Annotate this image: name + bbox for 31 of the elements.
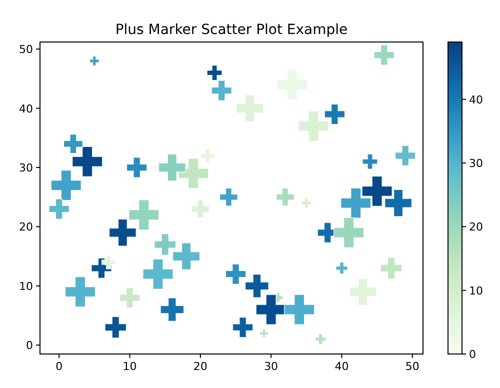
y-tick-label: 0	[26, 339, 33, 352]
x-tick-label: 0	[56, 360, 63, 373]
x-tick-label: 10	[122, 360, 137, 373]
color-bar-label: 20	[469, 220, 483, 234]
y-tick-label: 10	[19, 280, 33, 293]
y-tick-label: 40	[19, 102, 33, 116]
y-tick-label: 20	[19, 220, 33, 234]
point	[225, 264, 246, 284]
point	[126, 157, 148, 178]
point	[380, 257, 402, 280]
point	[211, 80, 232, 101]
color-bar-label: 10	[469, 284, 483, 298]
point	[48, 198, 70, 220]
x-tick-label: 50	[405, 360, 420, 373]
point	[374, 44, 394, 66]
x-tick-label: 20	[193, 360, 208, 373]
point	[232, 316, 254, 338]
point	[119, 287, 140, 308]
point	[154, 234, 176, 256]
point	[63, 134, 83, 154]
x-tick-label: 30	[264, 360, 278, 373]
color-bar-label: 40	[469, 93, 483, 106]
color-bar-label: 30	[469, 156, 483, 170]
point	[394, 145, 416, 166]
y-tick-label: 50	[19, 43, 33, 56]
color-bar-label: 0	[469, 348, 476, 361]
point	[324, 104, 346, 125]
y-tick-label: 30	[19, 162, 33, 175]
x-tick-label: 40	[334, 360, 349, 373]
chart-title: Plus Marker Scatter Plot Example	[115, 22, 348, 38]
point	[104, 316, 127, 338]
